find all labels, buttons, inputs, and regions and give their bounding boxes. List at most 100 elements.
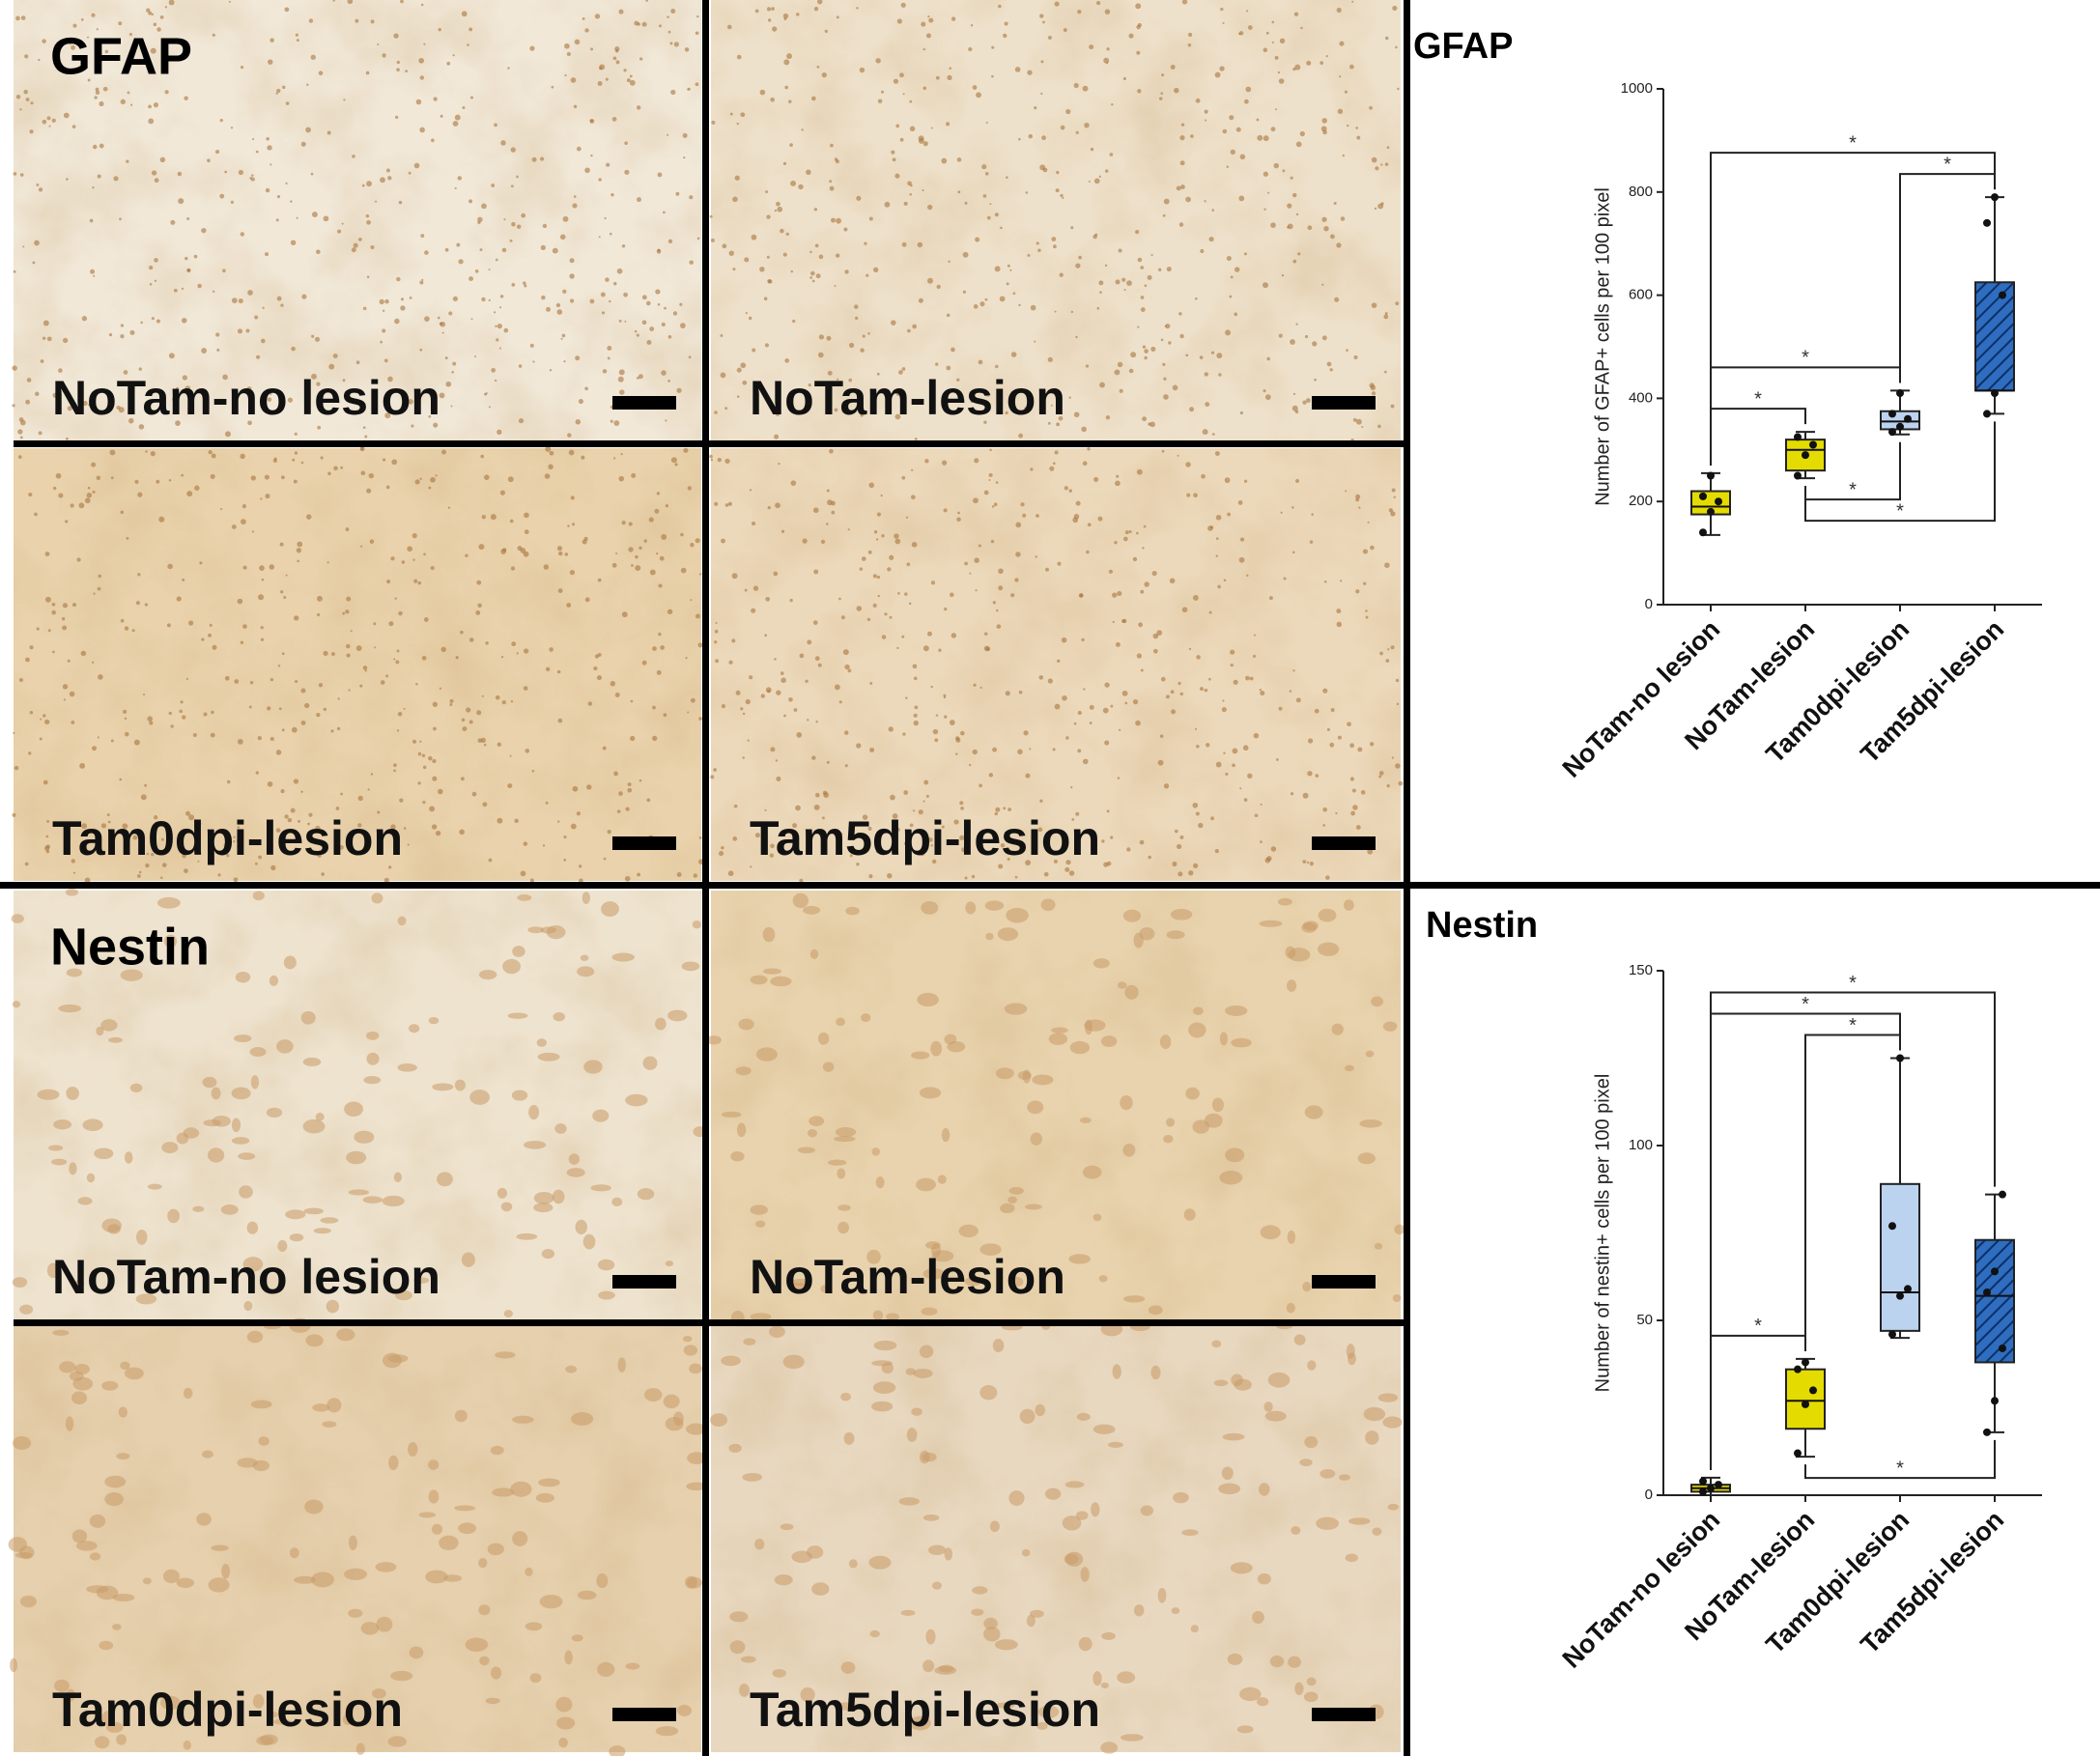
cell xyxy=(38,431,43,436)
cell xyxy=(1178,871,1183,877)
cell xyxy=(731,573,738,580)
cell xyxy=(1205,402,1210,407)
cell xyxy=(896,646,899,650)
cell xyxy=(926,277,933,284)
cell xyxy=(297,559,299,563)
cell xyxy=(1230,275,1234,279)
significance-label: * xyxy=(1944,154,1951,175)
cell xyxy=(19,436,23,439)
cell xyxy=(408,171,411,175)
cell xyxy=(750,1313,772,1321)
cell xyxy=(454,1409,468,1423)
cell xyxy=(584,597,590,603)
cell xyxy=(71,859,75,864)
cell xyxy=(173,288,178,293)
cell xyxy=(240,453,245,460)
cell xyxy=(193,254,198,259)
cell xyxy=(1100,1682,1109,1689)
cell xyxy=(788,696,793,702)
cell xyxy=(930,1040,943,1057)
cell xyxy=(411,424,414,428)
cell xyxy=(1217,584,1221,589)
cell xyxy=(1238,195,1245,202)
cell xyxy=(1166,267,1172,272)
cell xyxy=(862,814,868,820)
cell xyxy=(798,184,804,190)
cell xyxy=(925,794,929,798)
cell xyxy=(1288,1656,1301,1668)
cell xyxy=(240,232,245,237)
cell xyxy=(610,681,616,687)
cell xyxy=(1024,407,1028,411)
cell xyxy=(920,851,925,857)
cell xyxy=(890,794,895,801)
cell xyxy=(305,514,312,520)
cell xyxy=(1185,196,1191,203)
cell xyxy=(736,395,740,398)
cell xyxy=(420,3,424,7)
cell xyxy=(29,129,34,134)
cell xyxy=(1346,349,1348,352)
cell xyxy=(129,1083,143,1092)
cell xyxy=(922,1659,935,1673)
cell xyxy=(572,203,578,209)
cell xyxy=(576,811,582,816)
cell xyxy=(935,714,939,717)
cell xyxy=(1170,908,1193,920)
cell xyxy=(911,1407,922,1416)
cell xyxy=(558,1737,568,1748)
cell xyxy=(364,669,367,672)
cell xyxy=(97,586,101,591)
cell xyxy=(1227,1653,1243,1665)
cell xyxy=(43,714,46,718)
cell xyxy=(439,392,445,399)
cell xyxy=(101,1380,119,1391)
cell xyxy=(856,863,860,866)
cell xyxy=(107,820,111,824)
cell xyxy=(423,617,429,622)
cell xyxy=(431,824,438,830)
cell xyxy=(1378,771,1384,776)
cell xyxy=(590,47,594,51)
cell xyxy=(118,407,125,413)
cell xyxy=(25,98,30,101)
cell xyxy=(807,639,812,645)
cell xyxy=(557,588,563,593)
cell xyxy=(1169,578,1176,584)
cell xyxy=(964,561,968,566)
cell xyxy=(1271,41,1274,43)
cell xyxy=(383,358,388,363)
cell xyxy=(867,826,872,831)
cell xyxy=(1239,787,1242,790)
cell xyxy=(370,245,375,250)
cell xyxy=(283,596,287,599)
cell xyxy=(1303,1691,1319,1703)
cell xyxy=(185,677,188,680)
cell xyxy=(409,296,412,299)
cell xyxy=(1062,1515,1082,1531)
cell xyxy=(161,863,167,867)
cell xyxy=(955,752,958,755)
cell xyxy=(631,472,637,478)
cell xyxy=(931,859,937,864)
cell xyxy=(1300,26,1303,30)
data-point xyxy=(1896,389,1904,398)
cell xyxy=(615,552,618,555)
cell xyxy=(875,848,881,854)
cell xyxy=(856,743,862,749)
cell xyxy=(120,334,125,339)
cell xyxy=(951,16,956,21)
cell xyxy=(636,376,639,380)
cell xyxy=(429,806,436,812)
cell xyxy=(569,273,575,279)
cell xyxy=(234,679,240,684)
cell xyxy=(638,374,643,380)
cell xyxy=(750,975,768,985)
cell xyxy=(907,181,912,186)
cell xyxy=(730,1150,745,1162)
cell xyxy=(1295,323,1298,326)
cell xyxy=(750,865,752,868)
cell xyxy=(754,9,759,14)
cell xyxy=(1299,1459,1313,1467)
cell xyxy=(575,1219,587,1234)
